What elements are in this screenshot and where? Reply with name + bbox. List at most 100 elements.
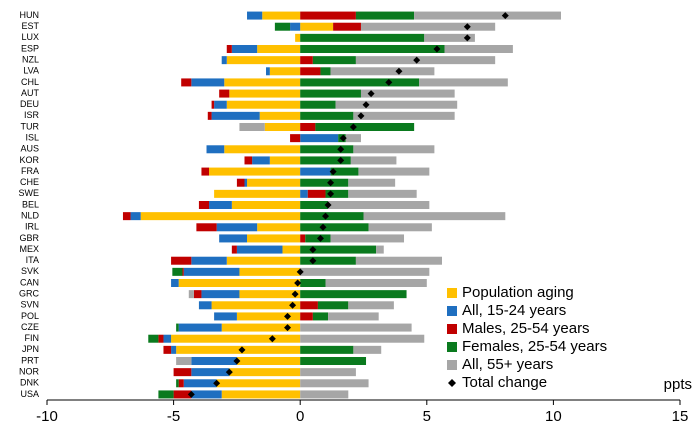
bar	[328, 201, 430, 209]
x-axis-label: ppts	[664, 376, 692, 393]
total-marker	[433, 45, 441, 53]
total-marker	[362, 101, 370, 109]
bar	[173, 390, 192, 399]
bar	[300, 22, 334, 31]
bar	[178, 279, 301, 287]
bar	[158, 390, 174, 399]
legend-swatch	[447, 342, 457, 352]
bar	[353, 111, 455, 120]
bar	[363, 212, 506, 221]
total-marker	[316, 234, 324, 242]
bar	[348, 178, 396, 187]
total-marker	[296, 268, 304, 276]
bar	[183, 267, 240, 276]
bar	[224, 78, 301, 87]
bar	[257, 223, 301, 232]
y-tick-label: DNK	[20, 378, 39, 388]
bar	[295, 33, 301, 42]
bar	[300, 156, 351, 165]
bar	[282, 245, 301, 254]
y-tick-label: AUT	[21, 88, 40, 98]
legend-label: Population aging	[462, 284, 574, 301]
bar	[300, 33, 425, 42]
total-marker	[309, 257, 317, 265]
bar	[300, 78, 420, 87]
bar	[300, 390, 349, 399]
bar	[122, 212, 131, 221]
bar	[300, 245, 377, 254]
y-tick-label: FRA	[21, 166, 39, 176]
bar	[307, 189, 326, 198]
legend-label: Males, 25-54 years	[462, 320, 590, 337]
total-marker	[213, 379, 221, 387]
bar	[206, 145, 225, 154]
bar	[300, 11, 356, 20]
bar	[315, 123, 415, 131]
bar	[355, 256, 442, 265]
bar	[171, 279, 179, 287]
x-tick-label: -10	[36, 408, 58, 425]
total-marker	[291, 290, 299, 298]
bar	[348, 301, 394, 310]
total-marker	[309, 246, 317, 254]
y-tick-label: CZE	[21, 322, 39, 332]
bar	[229, 89, 301, 98]
bar	[247, 178, 301, 187]
bar	[300, 301, 318, 310]
bar	[221, 390, 301, 399]
bar	[300, 312, 313, 321]
bar	[171, 334, 301, 343]
bar	[176, 323, 179, 332]
bar	[444, 45, 513, 53]
bar	[300, 323, 412, 332]
bar	[176, 379, 179, 388]
bar	[191, 78, 225, 87]
bar	[317, 301, 349, 310]
bar	[312, 56, 356, 65]
bar	[201, 290, 240, 299]
bar	[360, 22, 496, 31]
y-tick-label: SWE	[18, 188, 39, 198]
y-tick-label: LUX	[21, 32, 39, 42]
total-marker	[339, 134, 347, 142]
total-marker	[324, 201, 332, 209]
bar	[376, 245, 384, 254]
bar	[178, 379, 184, 388]
bar	[191, 357, 237, 365]
bar	[300, 223, 369, 232]
y-tick-label: GRC	[19, 289, 40, 299]
bar	[211, 100, 215, 109]
bar	[264, 123, 301, 131]
bar	[226, 56, 301, 65]
bar	[269, 67, 301, 76]
bar	[355, 56, 496, 65]
bar	[300, 178, 349, 187]
bar	[229, 368, 301, 377]
bar	[224, 145, 301, 154]
bar	[262, 11, 301, 20]
bar	[239, 290, 301, 299]
y-tick-label: ISR	[24, 110, 40, 120]
y-tick-label: DEU	[20, 99, 39, 109]
bar	[350, 156, 397, 165]
y-tick-label: POL	[21, 311, 39, 321]
bar	[163, 345, 172, 354]
bar	[226, 256, 301, 265]
bar	[269, 156, 301, 165]
bar	[188, 290, 194, 299]
x-tick-label: 10	[545, 408, 562, 425]
bar	[252, 156, 270, 165]
total-marker	[319, 223, 327, 231]
bar	[244, 156, 253, 165]
x-tick-label: 5	[423, 408, 431, 425]
total-marker	[357, 112, 365, 120]
total-marker	[322, 212, 330, 220]
bar	[247, 11, 263, 20]
bar	[221, 323, 301, 332]
y-tick-label: FIN	[25, 333, 40, 343]
total-marker	[337, 145, 345, 153]
bar	[353, 145, 435, 154]
bar	[300, 357, 367, 365]
bar	[320, 67, 331, 76]
